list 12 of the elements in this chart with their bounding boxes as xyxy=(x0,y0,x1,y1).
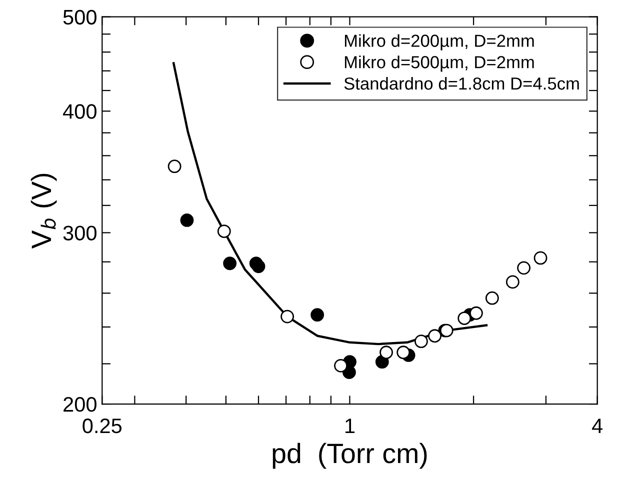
legend-label: Mikro d=200µm, D=2mm xyxy=(344,34,534,50)
x-axis-title: pd (Torr cm) xyxy=(272,442,427,469)
y-tick-label: 500 xyxy=(63,10,96,25)
y-tick-label: 300 xyxy=(63,226,96,240)
x-tick-label: 4 xyxy=(592,418,603,434)
x-tick-label: 0.25 xyxy=(82,418,122,434)
y-tick-label: 200 xyxy=(64,397,96,412)
y-axis-title: V$_{b}$ (V) xyxy=(30,174,57,249)
y-tick-label: 400 xyxy=(62,104,96,119)
legend-label: Standardno d=1.8cm D=4.5cm xyxy=(344,76,579,90)
legend-label: Mikro d=500µm, D=2mm xyxy=(344,56,534,72)
x-tick-label: 1 xyxy=(346,418,355,434)
